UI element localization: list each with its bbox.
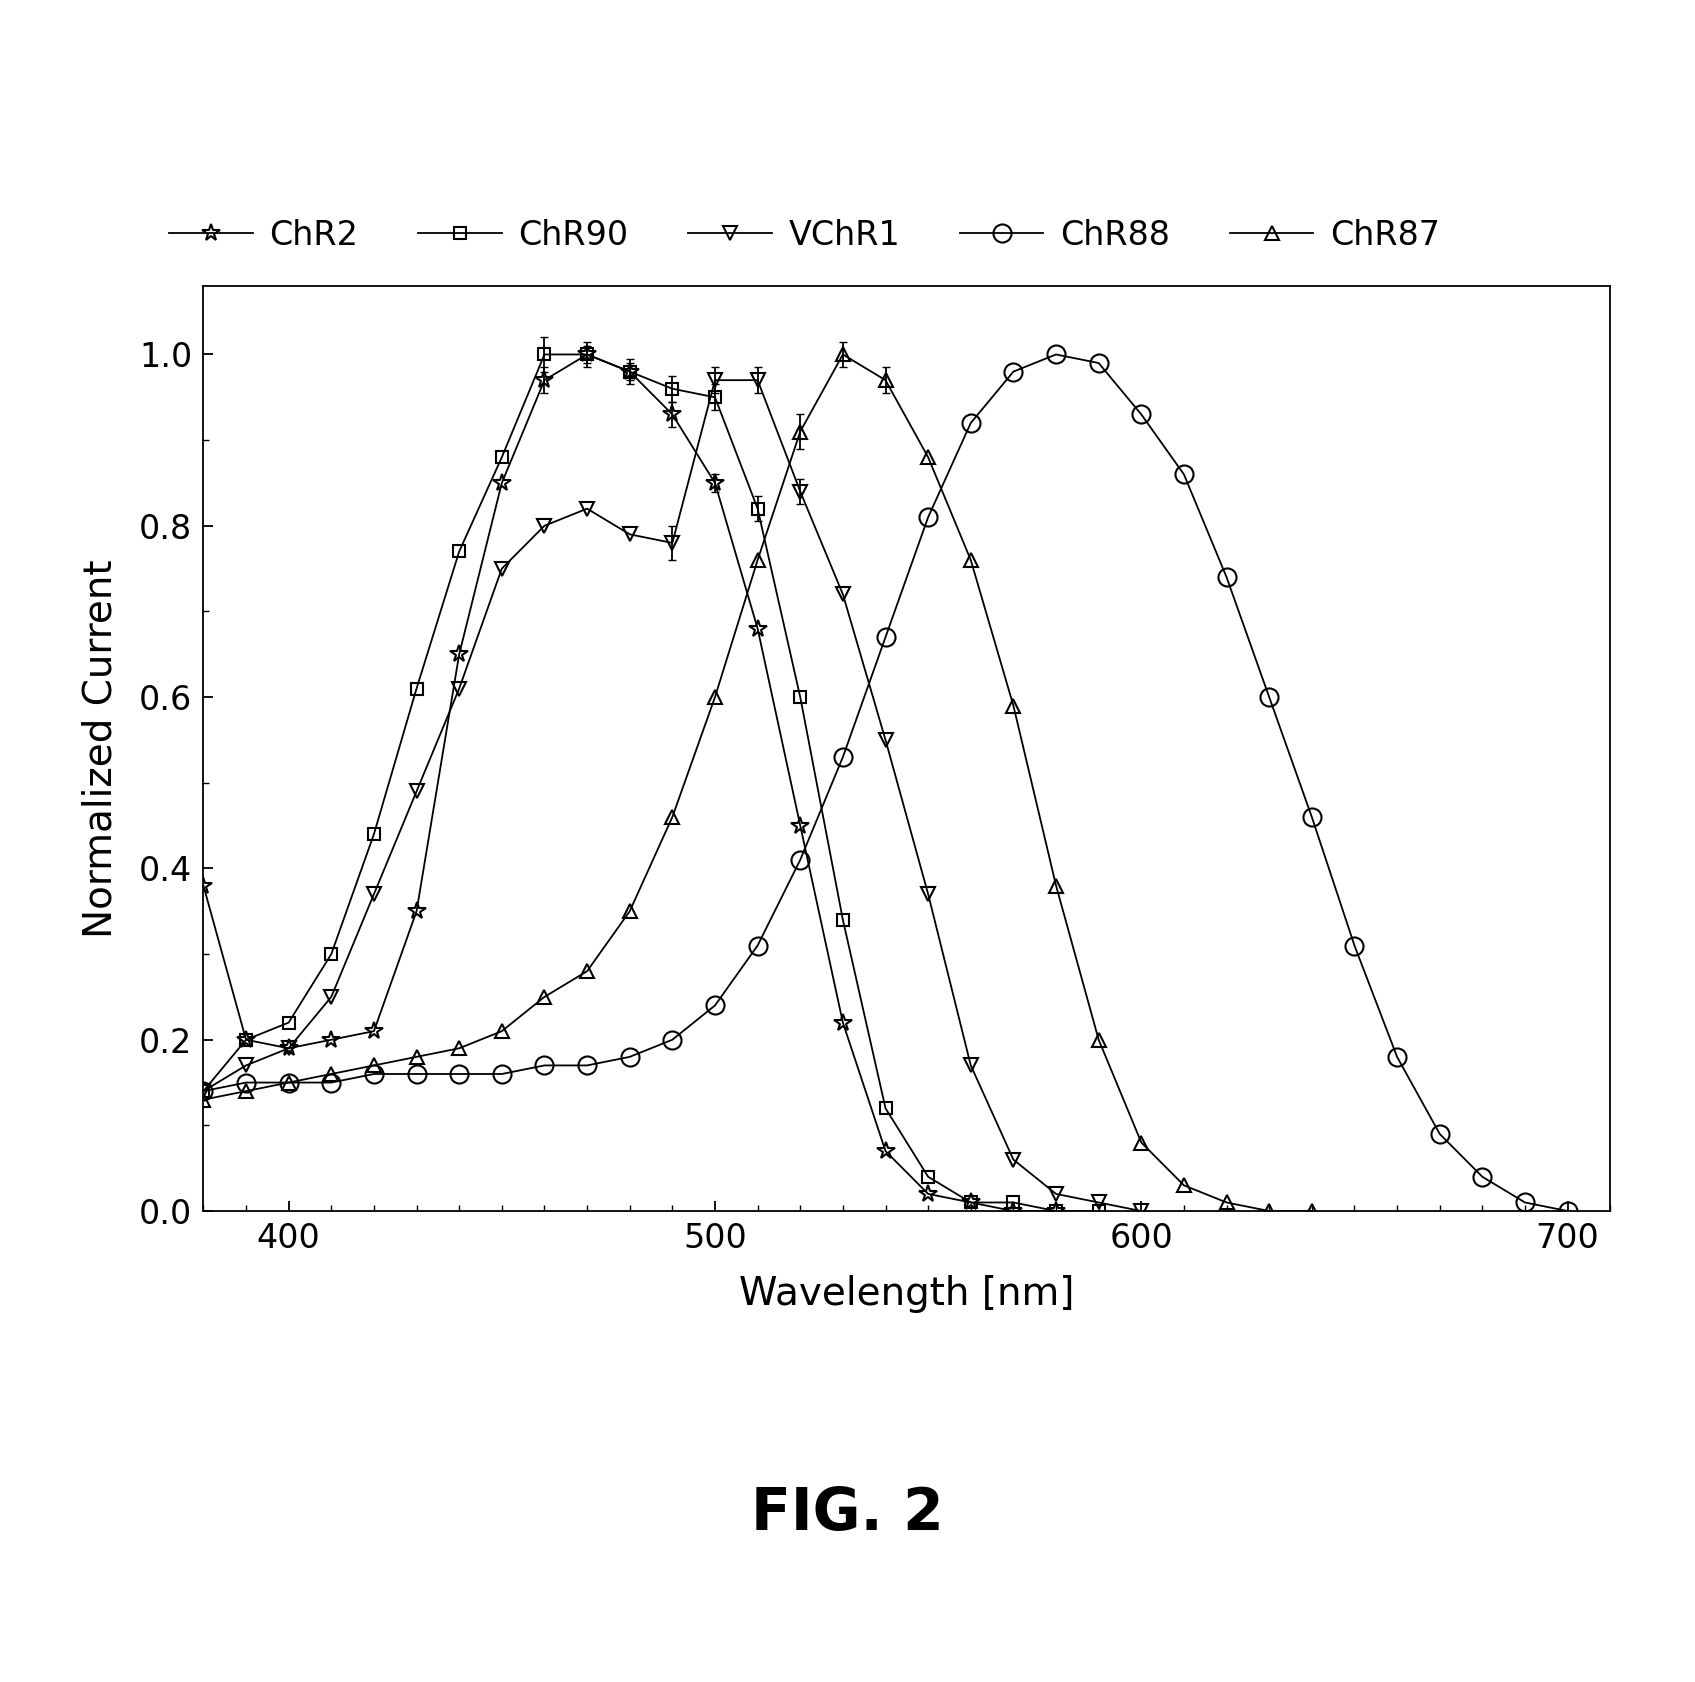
X-axis label: Wavelength [nm]: Wavelength [nm] xyxy=(739,1275,1075,1312)
Text: FIG. 2: FIG. 2 xyxy=(751,1485,944,1542)
Legend: ChR2, ChR90, VChR1, ChR88, ChR87: ChR2, ChR90, VChR1, ChR88, ChR87 xyxy=(170,219,1441,252)
Y-axis label: Normalized Current: Normalized Current xyxy=(81,558,119,939)
